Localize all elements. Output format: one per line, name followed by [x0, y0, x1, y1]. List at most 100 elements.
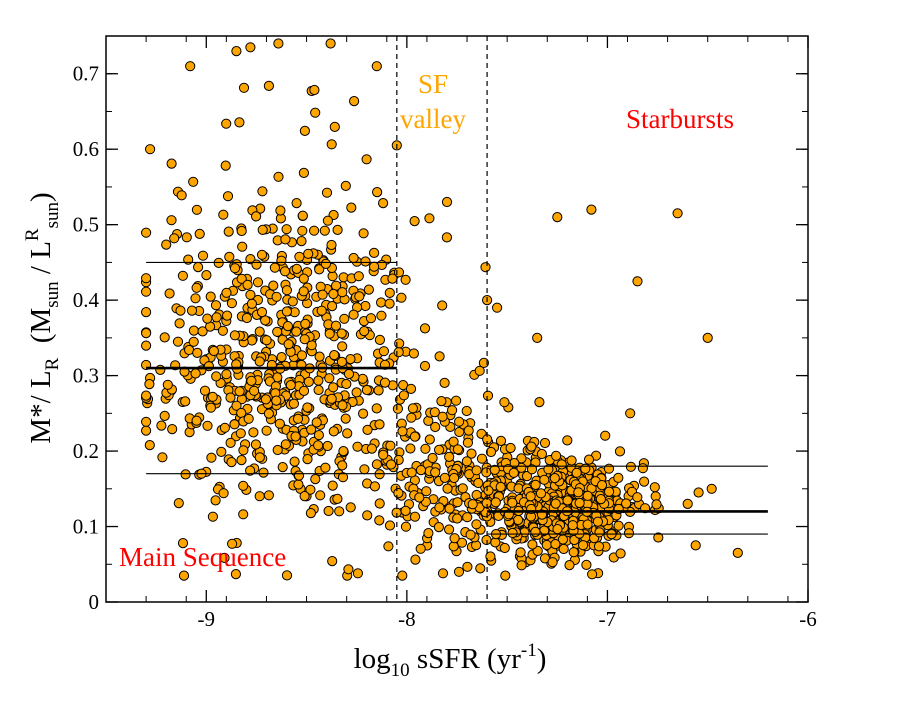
- data-point: [290, 431, 301, 442]
- data-point: [437, 411, 448, 422]
- data-point: [400, 521, 412, 532]
- data-point: [415, 543, 426, 554]
- data-point: [567, 520, 578, 531]
- data-point: [482, 390, 494, 401]
- data-point: [141, 307, 152, 318]
- data-point: [281, 285, 292, 296]
- x-axis-title-prefix: log: [354, 643, 391, 675]
- data-point: [568, 547, 579, 558]
- data-point: [235, 428, 246, 439]
- data-point: [376, 297, 387, 308]
- data-point: [489, 464, 500, 475]
- data-point: [174, 318, 185, 329]
- data-point: [222, 310, 233, 321]
- data-point: [444, 451, 455, 462]
- data-point: [221, 287, 232, 298]
- data-point: [530, 526, 541, 538]
- data-point: [245, 465, 256, 476]
- data-point: [625, 461, 637, 472]
- data-point: [526, 464, 538, 475]
- data-point: [604, 486, 615, 497]
- data-point: [218, 488, 229, 499]
- data-point: [343, 368, 355, 380]
- data-point: [141, 425, 152, 436]
- data-point: [558, 543, 569, 555]
- data-point: [155, 364, 166, 375]
- data-point: [222, 191, 234, 202]
- data-point: [251, 211, 262, 222]
- data-point: [251, 259, 262, 270]
- data-point: [505, 442, 516, 454]
- data-point: [550, 498, 561, 509]
- data-point: [332, 224, 343, 235]
- data-point: [387, 273, 398, 284]
- data-point: [442, 483, 453, 494]
- data-point: [343, 564, 354, 575]
- data-point: [202, 313, 213, 324]
- x-axis-title-main: sSFR (yr: [410, 643, 522, 675]
- data-point: [299, 125, 310, 136]
- data-point: [298, 167, 309, 178]
- data-point: [461, 405, 472, 417]
- data-point: [252, 277, 264, 288]
- data-point: [600, 430, 611, 441]
- data-point: [649, 482, 660, 493]
- data-point: [452, 444, 463, 455]
- data-point: [246, 335, 257, 346]
- data-point: [141, 340, 152, 351]
- data-point: [315, 490, 326, 501]
- data-point: [226, 457, 237, 468]
- data-point: [614, 446, 626, 457]
- data-point: [299, 334, 310, 345]
- data-point: [190, 293, 201, 304]
- data-point: [625, 408, 636, 419]
- y-tick-label: 0.4: [73, 288, 100, 312]
- data-point: [202, 420, 213, 431]
- data-point: [732, 547, 743, 559]
- data-point: [535, 488, 547, 499]
- data-point: [306, 424, 317, 435]
- data-point: [261, 425, 272, 436]
- data-point: [280, 439, 291, 450]
- data-point: [281, 570, 293, 581]
- data-point: [525, 491, 536, 502]
- data-point: [320, 462, 331, 473]
- data-point: [407, 403, 418, 414]
- data-point: [693, 487, 704, 498]
- data-point: [371, 403, 382, 414]
- data-point: [562, 495, 573, 506]
- data-point: [449, 472, 460, 484]
- data-point: [394, 338, 405, 349]
- data-point: [256, 249, 268, 260]
- data-point: [338, 446, 349, 457]
- y-tick-label: 0: [89, 590, 100, 614]
- data-point: [141, 273, 152, 284]
- data-point: [339, 313, 350, 324]
- data-point: [201, 270, 212, 281]
- data-point: [319, 225, 330, 236]
- data-point: [397, 570, 408, 581]
- data-point: [276, 255, 287, 266]
- data-point: [623, 528, 635, 539]
- data-point: [444, 524, 455, 535]
- data-point: [384, 287, 395, 298]
- data-point: [314, 351, 325, 362]
- data-point: [409, 511, 421, 522]
- data-point: [294, 251, 305, 262]
- data-point: [348, 309, 359, 320]
- y-axis-title-mid2: / L: [25, 241, 57, 281]
- data-point: [227, 538, 238, 549]
- data-point: [495, 435, 507, 446]
- data-point: [177, 538, 189, 549]
- data-point: [161, 239, 172, 250]
- data-point: [495, 481, 506, 493]
- data-point: [359, 326, 370, 337]
- data-point: [234, 386, 245, 397]
- data-point: [414, 492, 425, 503]
- data-point: [483, 485, 494, 496]
- data-point: [406, 467, 417, 478]
- data-point: [305, 484, 316, 495]
- data-point: [515, 547, 526, 558]
- data-point: [191, 204, 202, 215]
- data-point: [279, 266, 291, 277]
